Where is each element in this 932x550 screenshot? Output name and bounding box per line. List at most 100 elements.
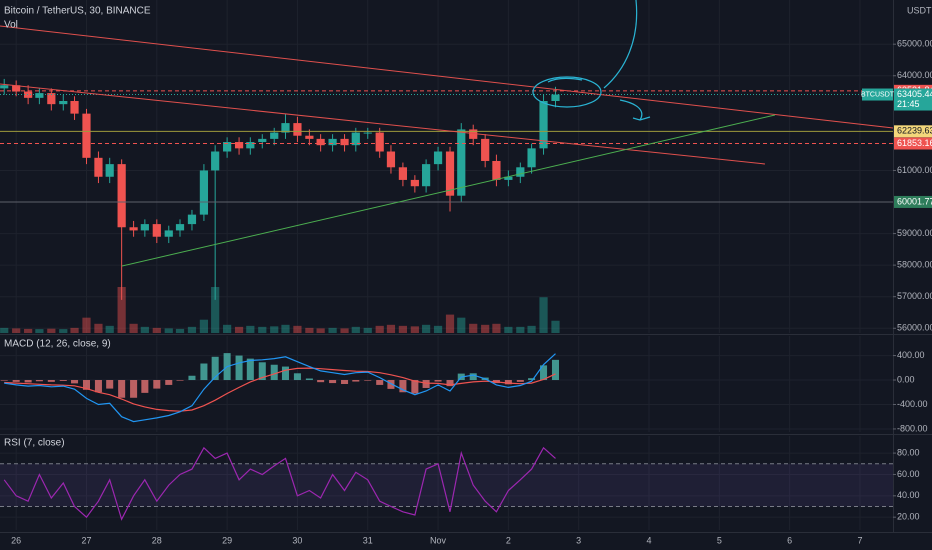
signal-line xyxy=(4,367,556,412)
macd-histogram-bar xyxy=(153,380,161,389)
volume-bar xyxy=(305,327,314,333)
x-tick-label: 26 xyxy=(11,535,21,545)
candle-body xyxy=(223,142,232,152)
macd-title: MACD (12, 26, close, 9) xyxy=(4,339,111,350)
candle-body xyxy=(82,113,91,158)
volume-bar xyxy=(422,324,431,333)
macd-histogram-bar xyxy=(422,380,430,388)
x-tick-label: 3 xyxy=(576,535,581,545)
curve-drawing xyxy=(603,0,638,89)
volume-bar xyxy=(398,325,408,333)
x-tick-label: 7 xyxy=(857,535,862,545)
macd-histogram-bar xyxy=(364,380,372,381)
candle-body xyxy=(398,167,408,180)
macd-histogram-bar xyxy=(24,380,32,383)
candle-body xyxy=(293,123,302,136)
volume-bar xyxy=(481,324,490,333)
candle-body xyxy=(117,164,126,228)
y-tick-label: -400.00 xyxy=(897,399,928,409)
macd-histogram-bar xyxy=(341,380,349,384)
countdown-label: 21:45 xyxy=(897,99,920,109)
last-price-label: 63405.44 xyxy=(897,89,932,99)
last-price-box xyxy=(894,88,932,111)
candle-body xyxy=(469,129,478,139)
volume-bar xyxy=(340,328,349,333)
volume-bar xyxy=(24,328,33,333)
candle-body xyxy=(363,132,372,134)
candle-body xyxy=(445,151,455,196)
candle-body xyxy=(47,93,56,105)
volume-bar xyxy=(105,325,114,333)
candle-body xyxy=(94,157,103,177)
candle-body xyxy=(59,101,68,105)
macd-histogram-bar xyxy=(551,359,560,381)
macd-histogram-bar xyxy=(281,366,289,381)
y-tick-label: 56000.00 xyxy=(897,323,932,333)
macd-histogram-bar xyxy=(352,380,360,382)
macd-histogram-bar xyxy=(71,380,79,384)
volume-bar xyxy=(152,327,161,333)
volume-bar xyxy=(363,327,372,333)
candle-body xyxy=(504,176,513,180)
volume-bar xyxy=(281,324,290,333)
candle-body xyxy=(234,142,244,149)
candle-body xyxy=(527,148,536,168)
macd-histogram-bar xyxy=(446,380,454,387)
drawings xyxy=(0,0,894,267)
y-tick-label: 60.00 xyxy=(897,469,920,479)
macd-histogram-bar xyxy=(317,380,325,383)
macd-histogram-bar xyxy=(540,365,548,381)
candle-body xyxy=(70,101,79,114)
candle-body xyxy=(246,142,255,149)
x-tick-label: 27 xyxy=(81,535,91,545)
candle-body xyxy=(140,224,149,231)
volume-bar xyxy=(47,328,56,333)
volume-bar xyxy=(375,325,384,333)
volume-bar xyxy=(328,327,337,333)
candle-body xyxy=(457,129,466,196)
candle-body xyxy=(316,138,325,146)
macd-histogram-bar xyxy=(141,380,149,393)
macd-histogram-bar xyxy=(399,380,407,393)
curve-drawing xyxy=(547,77,583,83)
macd-histogram-bar xyxy=(35,380,43,382)
volume-bar xyxy=(140,326,149,333)
volume-bar xyxy=(129,323,138,333)
macd-histogram-bar xyxy=(235,355,243,381)
volume-bar xyxy=(316,328,325,333)
x-tick-label: 6 xyxy=(787,535,792,545)
macd-histogram-bar xyxy=(376,380,384,385)
rsi-line xyxy=(3,446,556,521)
chart-title: Bitcoin / TetherUS, 30, BINANCE xyxy=(4,6,151,17)
macd-histogram-bar xyxy=(130,380,138,398)
price-level-box xyxy=(894,137,932,150)
volume-bar xyxy=(527,325,536,333)
x-tick-label: 5 xyxy=(717,535,722,545)
macd-histogram-bar xyxy=(165,380,173,385)
volume-bar xyxy=(551,320,560,333)
macd-histogram-bar xyxy=(434,380,442,382)
x-tick-label: Nov xyxy=(430,535,447,545)
volume-bar xyxy=(70,327,79,333)
macd-histogram-bar xyxy=(270,364,278,381)
x-tick-label: 28 xyxy=(152,535,162,545)
volume-bar xyxy=(164,328,173,333)
price-level-label: 60001.77 xyxy=(897,196,932,206)
marks xyxy=(0,78,893,521)
candle-body xyxy=(211,151,220,171)
candle-body xyxy=(516,167,525,177)
candle-body xyxy=(433,151,443,165)
macd-histogram-bar xyxy=(176,380,184,381)
y-tick-label: 64000.00 xyxy=(897,70,932,80)
macd-histogram-bar xyxy=(305,378,313,381)
grid xyxy=(0,0,893,530)
volume-bar xyxy=(246,325,255,333)
volume-bar xyxy=(199,319,209,333)
x-tick-label: 31 xyxy=(363,535,373,545)
candle-body xyxy=(258,138,267,143)
volume-bar xyxy=(492,323,501,333)
macd-histogram-bar xyxy=(211,356,219,381)
arrow-drawing xyxy=(619,99,651,121)
y-tick-label: 57000.00 xyxy=(897,291,932,301)
